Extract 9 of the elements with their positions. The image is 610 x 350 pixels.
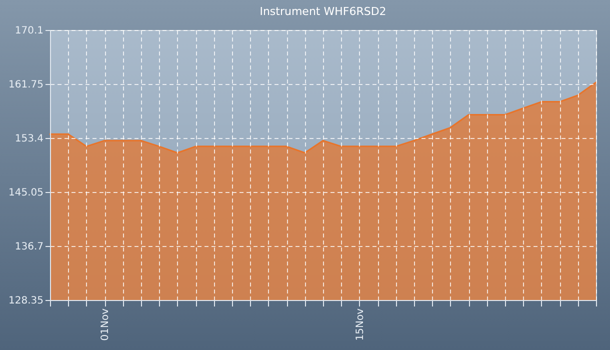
y-tick-label: 161.75 xyxy=(8,80,44,90)
y-tick-label: 170.1 xyxy=(14,26,44,36)
x-tick-label: 01Nov xyxy=(100,308,112,341)
chart-title: Instrument WHF6RSD2 xyxy=(260,5,386,18)
y-tick-label: 136.7 xyxy=(14,242,44,252)
x-tick-label: 15Nov xyxy=(354,308,366,341)
y-tick-label: 128.35 xyxy=(8,296,44,306)
y-tick-label: 153.4 xyxy=(14,134,44,144)
y-tick-label: 145.05 xyxy=(8,188,44,198)
